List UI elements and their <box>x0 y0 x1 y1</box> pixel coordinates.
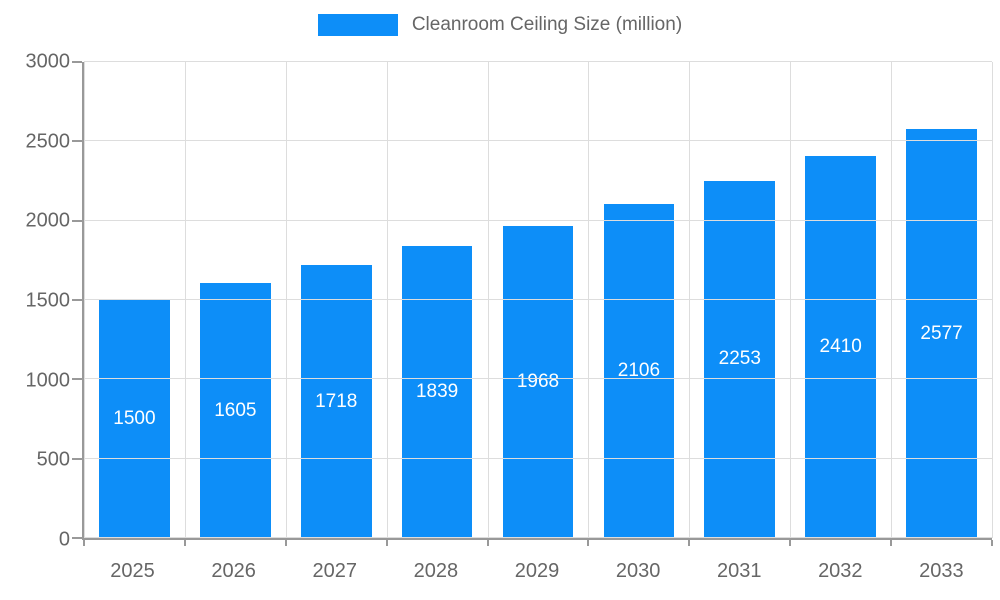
bar-slot: 2410 <box>790 62 891 538</box>
gridline-vertical <box>487 62 489 538</box>
bar-slot: 1500 <box>84 62 185 538</box>
bar-slot: 1718 <box>286 62 387 538</box>
gridline-vertical <box>790 62 792 538</box>
bar-value-label: 1500 <box>113 408 156 429</box>
gridline-horizontal <box>84 457 992 459</box>
x-tick-mark <box>385 540 388 546</box>
gridline-vertical <box>184 62 186 538</box>
gridline-vertical <box>285 62 287 538</box>
gridline-horizontal <box>84 140 992 142</box>
bar-2025: 1500 <box>99 300 170 538</box>
gridline-vertical <box>588 62 590 538</box>
y-tick-label: 2500 <box>25 130 71 153</box>
bar-slot: 1968 <box>488 62 589 538</box>
legend: Cleanroom Ceiling Size (million) <box>0 14 1000 36</box>
bar-value-label: 1839 <box>415 381 459 403</box>
gridline-horizontal <box>84 378 992 380</box>
y-tick-label: 1500 <box>25 289 71 312</box>
legend-swatch <box>317 14 398 36</box>
bar-2027: 1718 <box>300 265 372 538</box>
bar-slot: 2253 <box>689 62 790 538</box>
y-tick-mark <box>72 457 82 460</box>
y-tick-label: 0 <box>58 528 70 551</box>
x-tick-mark <box>587 540 590 546</box>
y-tick-mark <box>72 537 82 539</box>
y-tick-label: 500 <box>36 448 70 471</box>
x-tick-label: 2032 <box>818 560 863 582</box>
bar-2033: 2577 <box>906 129 977 538</box>
x-tick-mark <box>890 540 893 546</box>
x-tick-label: 2029 <box>514 560 560 582</box>
bar-slot: 2577 <box>891 62 992 538</box>
bar-2026: 1605 <box>200 283 271 538</box>
x-tick-mark <box>183 540 186 546</box>
x-tick-label: 2025 <box>110 560 155 582</box>
x-tick-mark <box>789 540 792 546</box>
x-tick-label: 2033 <box>919 560 964 582</box>
bar-slot: 1839 <box>387 62 488 538</box>
bar-2029: 1968 <box>502 225 574 538</box>
gridline-vertical <box>891 62 893 538</box>
legend-label: Cleanroom Ceiling Size (million) <box>411 14 683 35</box>
y-tick-mark <box>72 378 82 381</box>
gridline-vertical <box>992 62 993 538</box>
bar-slot: 2106 <box>588 62 689 538</box>
y-tick-mark <box>72 299 82 301</box>
gridline-vertical <box>386 62 388 538</box>
y-tick-mark <box>72 61 82 63</box>
gridline-horizontal <box>84 299 992 300</box>
x-tick-label: 2031 <box>716 560 762 582</box>
gridline-horizontal <box>84 537 992 538</box>
x-axis-labels: 2025 2026 2027 2028 2029 2030 2031 2032 2033 <box>82 560 992 588</box>
gridline-horizontal <box>84 219 992 221</box>
x-tick-label: 2026 <box>211 560 256 582</box>
bar-value-label: 2577 <box>920 322 963 344</box>
bar-value-label: 2410 <box>819 335 862 357</box>
bar-value-label: 1605 <box>214 399 257 421</box>
gridline-vertical <box>84 62 85 538</box>
bar-slot: 1605 <box>185 62 286 538</box>
bar-2030: 2106 <box>603 203 675 538</box>
x-tick-mark <box>83 540 85 546</box>
x-tick-mark <box>991 540 993 546</box>
gridline-horizontal <box>84 61 992 62</box>
bar-2028: 1839 <box>401 246 473 538</box>
x-tick-label: 2028 <box>413 560 459 582</box>
bar-value-label: 2253 <box>718 348 761 370</box>
y-tick-mark <box>72 219 82 222</box>
bar-value-label: 1968 <box>516 370 560 392</box>
bar-2032: 2410 <box>805 155 876 538</box>
x-tick-mark <box>688 540 691 546</box>
bar-value-label: 1718 <box>315 390 358 412</box>
plot-area: 1500 1605 1718 1839 1968 2106 2253 2410 2577 <box>72 61 993 546</box>
x-tick-mark <box>284 540 287 546</box>
y-tick-label: 3000 <box>25 50 71 73</box>
y-tick-label: 1000 <box>25 369 71 392</box>
y-tick-label: 2000 <box>25 209 71 232</box>
bar-value-label: 2106 <box>617 359 661 381</box>
bar-2031: 2253 <box>704 180 776 538</box>
y-tick-mark <box>72 140 82 143</box>
x-tick-label: 2030 <box>615 560 661 582</box>
gridline-vertical <box>689 62 691 538</box>
y-axis-labels: 0 500 1000 1500 2000 2500 3000 <box>0 51 71 551</box>
x-tick-label: 2027 <box>312 560 358 582</box>
bars-container: 1500 1605 1718 1839 1968 2106 2253 2410 2577 <box>84 62 992 538</box>
x-tick-mark <box>486 540 489 546</box>
